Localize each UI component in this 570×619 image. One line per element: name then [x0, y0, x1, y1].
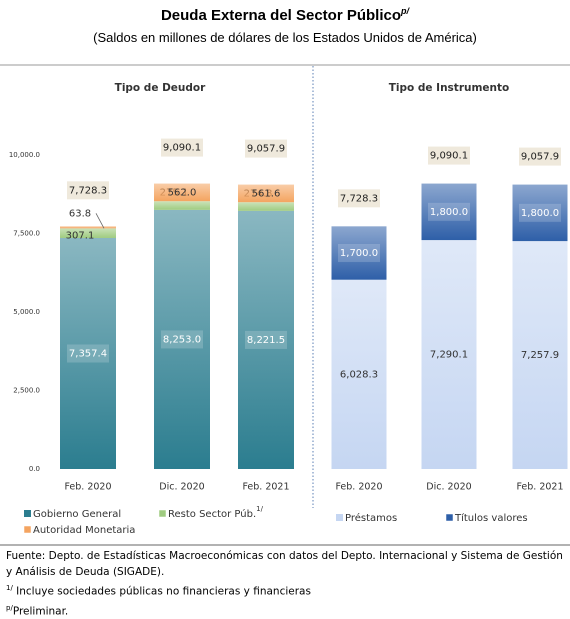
label-box: [338, 244, 380, 263]
label-box: [67, 344, 109, 363]
label-box: [428, 202, 470, 221]
label-box: [161, 330, 203, 349]
legend-name: Títulos valores: [454, 512, 528, 524]
bar-segment: [512, 184, 568, 242]
legend-name: Gobierno General: [33, 509, 121, 520]
x-tick-label: Dic. 2020: [426, 482, 471, 493]
note-text: Preliminar.: [12, 605, 69, 617]
legend-label: Gobierno General: [33, 509, 121, 520]
bar-segment: [512, 241, 568, 469]
total-label: 9,057.9: [247, 144, 285, 155]
value-label: 561.6: [252, 188, 281, 199]
bar-segment: [238, 184, 294, 203]
title: Deuda Externa del Sector Públicop/: [0, 6, 570, 24]
bar-segment: [154, 183, 210, 202]
title-marker: p/: [401, 6, 410, 16]
bar-segment: [60, 228, 116, 238]
x-tick-label: Feb. 2020: [64, 482, 111, 493]
value-label: 7,357.4: [69, 348, 107, 359]
footnotes: Fuente: Depto. de Estadísticas Macroecon…: [6, 548, 568, 619]
total-label-box: [519, 147, 561, 166]
value-label: 6,028.3: [340, 369, 378, 380]
legend-swatch: [445, 513, 454, 522]
x-tick-label: Feb. 2020: [335, 482, 382, 493]
value-label: 1,800.0: [521, 208, 559, 219]
legend-swatch: [23, 525, 32, 534]
legend-name: Préstamos: [345, 512, 397, 524]
value-label: 63.8: [69, 208, 91, 219]
panel-title: Tipo de Deudor: [115, 82, 206, 94]
total-label-box: [161, 138, 203, 157]
note-text: Incluye sociedades públicas no financier…: [16, 585, 311, 598]
value-label: 1,800.0: [430, 207, 468, 218]
total-label: 9,090.1: [430, 151, 468, 162]
label-box: [245, 330, 287, 349]
legend-name: Autoridad Monetaria: [33, 525, 135, 536]
legend-label: Autoridad Monetaria: [33, 525, 135, 536]
y-tick-label: 7,500.0: [13, 230, 40, 238]
bar-segment: [154, 209, 210, 469]
x-tick-label: Dic. 2020: [159, 482, 204, 493]
bar-segment: [238, 210, 294, 469]
legend-name: Resto Sector Púb.: [168, 508, 256, 520]
total-label-box: [245, 139, 287, 158]
total-label: 9,057.9: [521, 152, 559, 163]
x-tick-label: Feb. 2021: [516, 482, 563, 493]
subtitle: (Saldos en millones de dólares de los Es…: [93, 30, 477, 45]
bar-segment: [331, 279, 387, 469]
legend-label: Títulos valores: [454, 512, 528, 524]
value-label: 562.0: [168, 187, 197, 198]
panel-title: Tipo de Instrumento: [389, 82, 510, 94]
leader-line: [95, 213, 105, 229]
source: Fuente: Depto. de Estadísticas Macroecon…: [6, 550, 563, 578]
note: p/Preliminar.: [6, 600, 568, 619]
total-label-box: [428, 146, 470, 165]
header: Deuda Externa del Sector Públicop/ (Sald…: [0, 6, 570, 45]
bar-segment: [421, 183, 477, 241]
total-label-box: [67, 181, 109, 200]
total-label: 7,728.3: [340, 193, 378, 204]
y-tick-label: 2,500.0: [13, 387, 40, 395]
bar-segment: [154, 201, 210, 210]
legend-label: Préstamos: [345, 512, 397, 524]
x-tick-label: Feb. 2021: [242, 482, 289, 493]
bar-segment: [331, 226, 387, 280]
legend-label: Resto Sector Púb.1/: [168, 505, 264, 520]
bar-segment: [60, 237, 116, 469]
total-label: 9,090.1: [163, 143, 201, 154]
legend-marker: 1/: [256, 505, 263, 513]
legend-swatch: [24, 510, 31, 517]
bar-segment: [238, 202, 294, 211]
bar-segment: [60, 226, 116, 229]
total-label-box: [338, 189, 380, 208]
value-label: 8,221.5: [247, 335, 285, 346]
charts: Tipo de Deudor 0.0 2,500.0 5,000.0 7,500.0 10…: [0, 64, 570, 546]
y-tick-label: 5,000.0: [13, 308, 40, 316]
value-label: 8,253.0: [163, 334, 201, 345]
legend-swatch: [336, 514, 343, 521]
note: 1/ Incluye sociedades públicas no financ…: [6, 580, 568, 600]
value-label: 1,700.0: [340, 248, 378, 259]
note-marker: 1/: [6, 584, 13, 592]
value-label: 307.1: [66, 230, 95, 241]
value-label: 7,257.9: [521, 350, 559, 361]
label-box: [519, 203, 561, 222]
total-label: 7,728.3: [69, 185, 107, 196]
title-text: Deuda Externa del Sector Público: [160, 7, 402, 24]
y-tick-label: 0.0: [29, 465, 40, 473]
legend-swatch: [158, 509, 167, 518]
note-marker: p/: [6, 603, 13, 612]
bar-segment: [421, 240, 477, 469]
value-label: 7,290.1: [430, 350, 468, 361]
y-tick-label: 10,000.0: [9, 151, 40, 159]
